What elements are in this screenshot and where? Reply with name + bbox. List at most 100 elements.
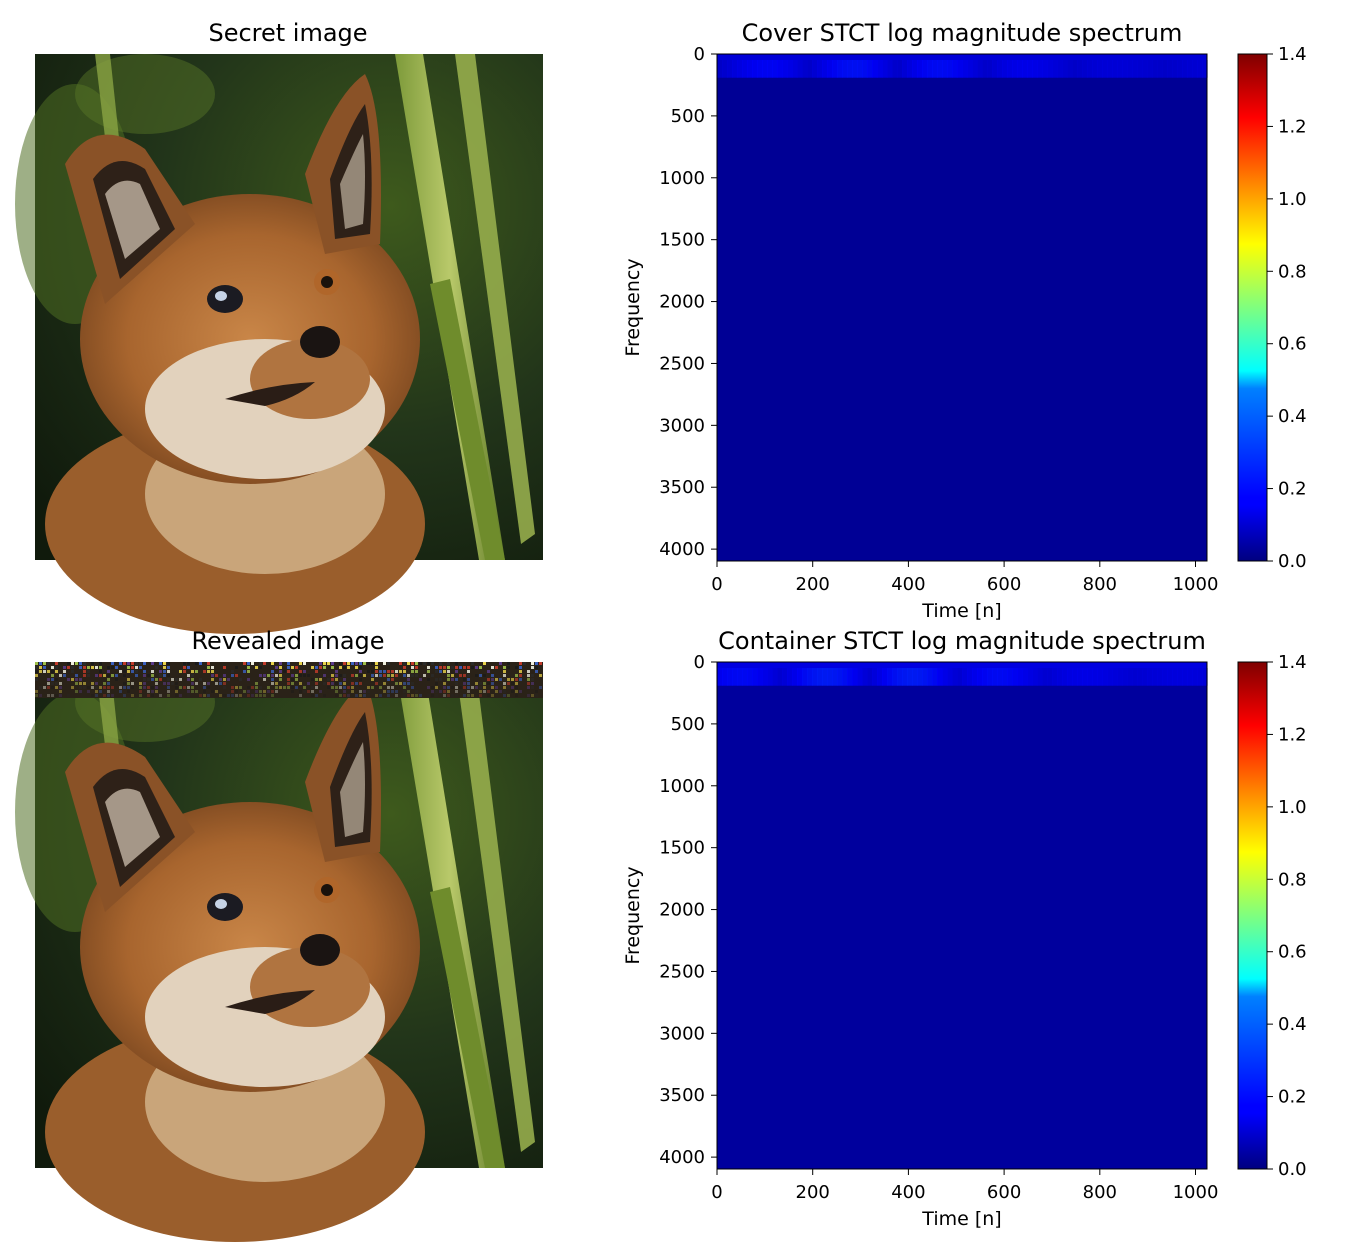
cover-band-cell <box>882 60 888 78</box>
noise-pixel <box>359 678 362 681</box>
noise-pixel <box>47 694 50 697</box>
noise-pixel <box>279 662 282 665</box>
noise-pixel <box>467 694 470 697</box>
noise-pixel <box>79 686 82 689</box>
noise-pixel <box>155 678 158 681</box>
noise-pixel <box>143 662 146 665</box>
noise-pixel <box>187 694 190 697</box>
noise-pixel <box>495 678 498 681</box>
noise-pixel <box>271 678 274 681</box>
noise-pixel <box>323 674 326 677</box>
cover-band-cell <box>1047 60 1053 78</box>
cover-band-cell <box>817 60 823 78</box>
noise-pixel <box>331 674 334 677</box>
noise-pixel <box>315 666 318 669</box>
cover-heatmap-background <box>717 54 1207 561</box>
noise-pixel <box>427 662 430 665</box>
noise-pixel <box>191 678 194 681</box>
noise-pixel <box>127 690 130 693</box>
noise-pixel <box>79 682 82 685</box>
container-ytick-label: 500 <box>671 714 705 735</box>
noise-pixel <box>415 662 418 665</box>
noise-pixel <box>391 686 394 689</box>
noise-pixel <box>435 670 438 673</box>
noise-pixel <box>127 678 130 681</box>
container-colorbar-tick-label: 0.6 <box>1278 942 1307 963</box>
container-band-cell <box>1167 668 1173 686</box>
noise-pixel <box>539 674 542 677</box>
cover-band-cell <box>892 60 898 78</box>
container-band-cell <box>722 668 728 686</box>
noise-pixel <box>91 666 94 669</box>
noise-pixel <box>459 674 462 677</box>
noise-pixel <box>419 662 422 665</box>
noise-pixel <box>179 670 182 673</box>
noise-pixel <box>107 674 110 677</box>
container-band-cell <box>747 668 753 686</box>
noise-pixel <box>531 686 534 689</box>
noise-pixel <box>235 694 238 697</box>
noise-pixel <box>483 662 486 665</box>
noise-pixel <box>195 662 198 665</box>
noise-pixel <box>123 694 126 697</box>
container-band-cell <box>972 668 978 686</box>
noise-pixel <box>235 666 238 669</box>
noise-pixel <box>503 682 506 685</box>
container-band-cell <box>777 668 783 686</box>
cover-band-cell <box>867 60 873 78</box>
noise-pixel <box>279 678 282 681</box>
container-colorbar-tick-label: 1.0 <box>1278 797 1307 818</box>
noise-pixel <box>387 662 390 665</box>
noise-pixel <box>491 694 494 697</box>
noise-pixel <box>143 678 146 681</box>
container-band-cell <box>837 668 843 686</box>
noise-pixel <box>399 670 402 673</box>
noise-pixel <box>131 694 134 697</box>
noise-pixel <box>79 690 82 693</box>
noise-pixel <box>451 674 454 677</box>
revealed-image <box>15 662 543 1242</box>
noise-pixel <box>443 690 446 693</box>
cover-band-cell <box>837 60 843 78</box>
noise-pixel <box>367 690 370 693</box>
container-band-cell <box>882 668 888 686</box>
cover-band-cell <box>802 60 808 78</box>
noise-pixel <box>111 666 114 669</box>
noise-pixel <box>423 674 426 677</box>
noise-pixel <box>151 694 154 697</box>
noise-pixel <box>523 662 526 665</box>
cover-band-cell <box>937 60 943 78</box>
noise-pixel <box>415 694 418 697</box>
noise-pixel <box>55 666 58 669</box>
noise-pixel <box>71 670 74 673</box>
noise-pixel <box>515 682 518 685</box>
noise-pixel <box>127 666 130 669</box>
noise-pixel <box>83 662 86 665</box>
noise-pixel <box>323 682 326 685</box>
noise-pixel <box>355 662 358 665</box>
noise-pixel <box>371 686 374 689</box>
noise-pixel <box>71 678 74 681</box>
noise-pixel <box>147 678 150 681</box>
noise-pixel <box>35 674 38 677</box>
noise-pixel <box>139 694 142 697</box>
noise-pixel <box>491 682 494 685</box>
noise-pixel <box>123 686 126 689</box>
noise-pixel <box>91 662 94 665</box>
cover-band-cell <box>1097 60 1103 78</box>
noise-pixel <box>331 682 334 685</box>
noise-pixel <box>111 662 114 665</box>
container-energy-band <box>717 662 1208 686</box>
noise-pixel <box>75 674 78 677</box>
noise-pixel <box>215 682 218 685</box>
container-axes-frame <box>716 661 1208 1170</box>
noise-pixel <box>111 674 114 677</box>
container-ytick-label: 2500 <box>659 961 705 982</box>
noise-pixel <box>167 694 170 697</box>
container-band-cell <box>887 668 893 686</box>
noise-pixel <box>467 670 470 673</box>
noise-pixel <box>51 670 54 673</box>
noise-pixel <box>391 678 394 681</box>
noise-pixel <box>279 674 282 677</box>
noise-pixel <box>335 686 338 689</box>
